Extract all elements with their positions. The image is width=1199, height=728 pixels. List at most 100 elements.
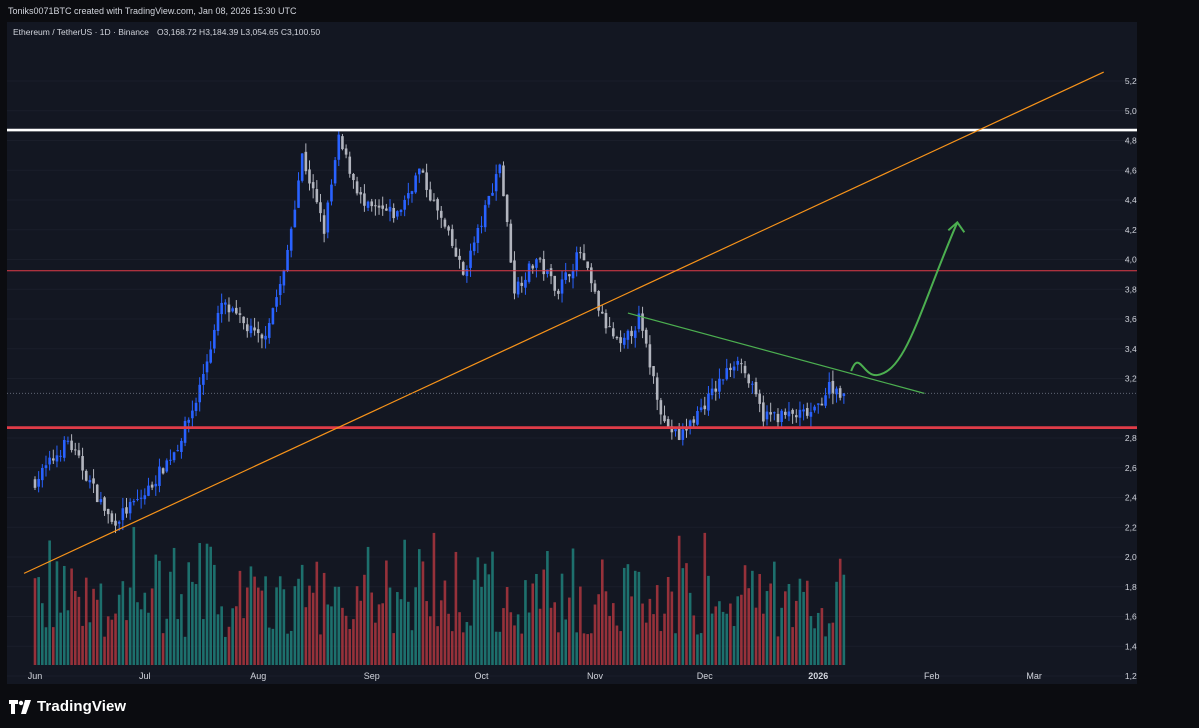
volume-bar (183, 636, 187, 665)
volume-bar (143, 592, 147, 665)
volume-bar (220, 606, 223, 665)
candle-body (311, 182, 315, 189)
descending-trendline (627, 312, 925, 394)
volume-bar (169, 571, 172, 665)
y-axis-tick: 2,400.00 (1125, 493, 1137, 503)
x-axis-tick: Sep (364, 671, 380, 681)
tradingview-logo[interactable]: TradingView (9, 698, 126, 715)
candle-body (249, 325, 253, 334)
candle-body (487, 195, 491, 205)
volume-bar (439, 600, 443, 665)
volume-bar (352, 619, 355, 665)
y-axis-tick: 1,400.00 (1125, 641, 1137, 651)
volume-bar (41, 603, 44, 665)
candle-body (502, 165, 505, 197)
volume-bar (147, 612, 150, 665)
candle-body (99, 499, 103, 503)
candle-body (681, 429, 685, 440)
candle-body (483, 205, 487, 228)
volume-bar (740, 594, 743, 665)
volume-bar (150, 588, 154, 665)
volume-bar (66, 610, 70, 665)
volume-bar (494, 631, 498, 665)
volume-bar (758, 574, 761, 665)
volume-bar (805, 580, 809, 665)
volume-bar (791, 627, 794, 665)
candle-body (114, 520, 117, 526)
x-axis-tick: Mar (1026, 671, 1042, 681)
y-axis-tick: 1,600.00 (1125, 612, 1137, 622)
candle-body (710, 388, 714, 396)
candle-body (37, 478, 40, 487)
candle-body (513, 260, 516, 294)
volume-bar (579, 586, 582, 665)
candle-body (224, 302, 227, 305)
volume-bar (216, 614, 220, 665)
volume-bar (472, 579, 476, 665)
volume-bar (88, 622, 92, 665)
candle-body (264, 335, 267, 340)
candle-body (436, 199, 439, 211)
volume-bar (407, 601, 410, 665)
candle-body (447, 226, 450, 231)
candle-body (121, 508, 125, 521)
volume-bar (139, 609, 143, 665)
candle-body (374, 205, 377, 207)
volume-bar (802, 591, 805, 665)
volume-bar (560, 573, 564, 665)
candle-body (655, 377, 659, 400)
volume-bar (106, 616, 110, 665)
volume-bar (410, 630, 414, 665)
volume-bar (762, 613, 765, 665)
volume-bar (128, 587, 132, 665)
volume-bar (531, 583, 535, 665)
volume-bar (443, 580, 447, 665)
volume-bar (341, 607, 344, 665)
candle-body (535, 259, 538, 268)
volume-bar (469, 625, 472, 665)
candle-body (827, 382, 831, 395)
candle-body (235, 307, 238, 314)
volume-bar (136, 602, 139, 665)
volume-bar (333, 586, 337, 665)
candle-body (410, 191, 414, 195)
volume-bar (256, 587, 260, 665)
y-axis-tick: 5,000.00 (1125, 106, 1137, 116)
volume-bar (465, 622, 469, 665)
candle-body (469, 250, 472, 268)
candle-body (95, 484, 99, 503)
chart-area[interactable]: Ethereum / TetherUS · 1D · Binance O3,168… (7, 22, 1137, 684)
candle-body (601, 311, 604, 314)
candle-body (644, 329, 648, 344)
candle-body (758, 393, 761, 404)
candle-body (407, 193, 410, 199)
candle-body (322, 215, 326, 234)
candle-body (648, 344, 652, 368)
candle-body (176, 450, 180, 452)
volume-bar (428, 616, 432, 665)
volume-bar (114, 613, 117, 665)
volume-bar (44, 627, 48, 665)
y-axis-tick: 4,800.00 (1125, 136, 1137, 146)
price-chart[interactable]: Ethereum / TetherUS · 1D · Binance O3,168… (7, 22, 1137, 684)
volume-bar (699, 633, 703, 665)
volume-bar (633, 570, 637, 665)
candle-body (491, 192, 494, 196)
volume-bar (33, 578, 37, 665)
candle-body (271, 308, 275, 325)
volume-bar (121, 581, 125, 665)
volume-bar (344, 615, 348, 665)
volume-bar (125, 620, 128, 665)
volume-bar (703, 532, 707, 665)
candle-body (319, 202, 322, 214)
candle-body (765, 411, 769, 420)
volume-bar (359, 600, 363, 665)
candle-body (809, 412, 813, 417)
candle-body (461, 262, 465, 275)
candle-body (359, 192, 363, 195)
candle-body (659, 400, 663, 415)
volume-bar (231, 608, 234, 665)
candle-body (740, 363, 743, 365)
candle-body (205, 361, 209, 373)
volume-bar (249, 566, 253, 665)
